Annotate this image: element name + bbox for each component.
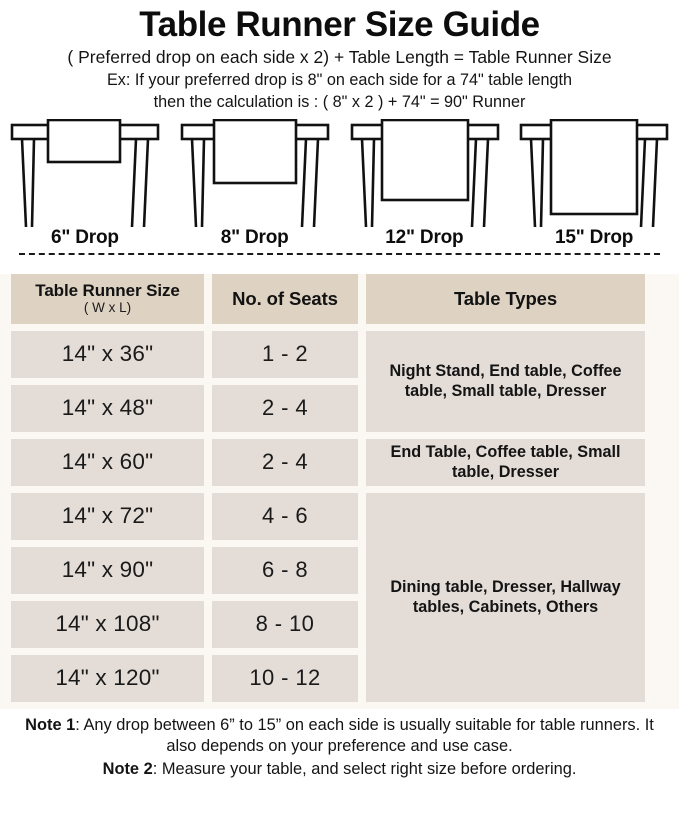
table-row: 14" x 36"	[11, 330, 204, 378]
table-row: 14" x 48"	[11, 384, 204, 432]
note-2-text: : Measure your table, and select right s…	[152, 760, 577, 779]
column-header-table-types: Table Types	[366, 273, 645, 324]
column-header-table-types-label: Table Types	[453, 287, 558, 309]
drop-label-8in: 8" Drop	[220, 226, 289, 248]
table-with-runner-15in-icon	[519, 118, 669, 227]
notes-section: Note 1: Any drop between 6” to 15” on ea…	[0, 715, 679, 781]
diagram-cell-15in	[509, 118, 679, 229]
table-row: 10 - 12	[212, 654, 358, 702]
note-2: Note 2: Measure your table, and select r…	[8, 759, 671, 781]
diagram-cell-12in	[340, 118, 510, 229]
drop-label-6in: 6" Drop	[50, 226, 119, 248]
page-title: Table Runner Size Guide	[139, 5, 540, 44]
table-row: 14" x 90"	[11, 546, 204, 594]
column-header-runner-size-sublabel: ( W x L)	[83, 299, 132, 315]
formula-line: ( Preferred drop on each side x 2) + Tab…	[67, 47, 612, 68]
size-table: Table Runner Size ( W x L) 14" x 36" 14"…	[0, 273, 679, 709]
example-line-2: then the calculation is : ( 8" x 2 ) + 7…	[153, 92, 526, 111]
drop-diagrams: 6" Drop 8" Drop 12" Drop 15" Drop	[0, 118, 679, 263]
column-runner-size: Table Runner Size ( W x L) 14" x 36" 14"…	[11, 273, 204, 709]
table-with-runner-8in-icon	[180, 118, 330, 227]
table-row: End Table, Coffee table, Small table, Dr…	[366, 438, 645, 486]
column-header-runner-size: Table Runner Size ( W x L)	[11, 273, 204, 324]
note-1-text: : Any drop between 6” to 15” on each sid…	[75, 715, 654, 756]
note-1-label: Note 1	[25, 715, 76, 734]
table-row: 2 - 4	[212, 438, 358, 486]
table-row: 8 - 10	[212, 600, 358, 648]
diagram-row	[0, 118, 679, 229]
column-header-no-of-seats: No. of Seats	[212, 273, 358, 324]
column-header-runner-size-label: Table Runner Size	[35, 281, 180, 301]
table-row: 4 - 6	[212, 492, 358, 540]
table-row: 1 - 2	[212, 330, 358, 378]
table-row: 14" x 72"	[11, 492, 204, 540]
size-table-grid: Table Runner Size ( W x L) 14" x 36" 14"…	[11, 273, 668, 709]
table-with-runner-6in-icon	[10, 118, 160, 227]
note-1: Note 1: Any drop between 6” to 15” on ea…	[8, 715, 671, 759]
table-row: Dining table, Dresser, Hallway tables, C…	[366, 492, 645, 702]
example-line-1: Ex: If your preferred drop is 8" on each…	[106, 71, 572, 90]
diagram-cell-8in	[170, 118, 340, 229]
diagram-cell-6in	[0, 118, 170, 229]
section-divider	[19, 252, 660, 255]
table-row: 2 - 4	[212, 384, 358, 432]
table-row: 14" x 120"	[11, 654, 204, 702]
column-table-types: Table Types Night Stand, End table, Coff…	[366, 273, 645, 709]
note-2-label: Note 2	[102, 760, 153, 779]
table-row: 14" x 60"	[11, 438, 204, 486]
table-with-runner-12in-icon	[350, 118, 499, 227]
table-row: 6 - 8	[212, 546, 358, 594]
drop-label-row: 6" Drop 8" Drop 12" Drop 15" Drop	[0, 227, 679, 249]
drop-label-12in: 12" Drop	[385, 226, 464, 248]
column-header-no-of-seats-label: No. of Seats	[232, 287, 338, 309]
page-header: Table Runner Size Guide ( Preferred drop…	[0, 0, 679, 113]
table-row: 14" x 108"	[11, 600, 204, 648]
column-no-of-seats: No. of Seats 1 - 2 2 - 4 2 - 4 4 - 6 6 -…	[212, 273, 358, 709]
drop-label-15in: 15" Drop	[555, 226, 634, 248]
table-row: Night Stand, End table, Coffee table, Sm…	[366, 330, 645, 432]
